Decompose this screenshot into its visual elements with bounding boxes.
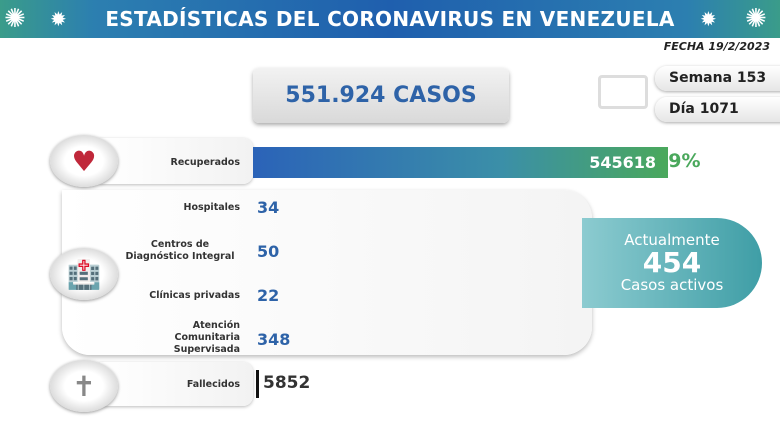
deaths-value: 5852 — [263, 373, 311, 393]
active-cases-bubble: Actualmente 454 Casos activos — [582, 218, 762, 308]
calendar-icon — [598, 75, 648, 109]
acs-label: Atención Comunitaria Supervisada — [173, 320, 240, 355]
virus-icon: ✹ — [700, 7, 717, 31]
deaths-label-box — [100, 362, 253, 406]
active-prefix: Actualmente — [624, 231, 720, 249]
header-banner — [0, 0, 780, 38]
deaths-bar — [256, 370, 259, 398]
active-suffix: Casos activos — [620, 276, 724, 294]
page-title: ESTADÍSTICAS DEL CORONAVIRUS EN VENEZUEL… — [105, 7, 675, 31]
virus-icon: ✺ — [4, 4, 26, 34]
deaths-label: Fallecidos — [186, 379, 240, 390]
acs-value: 348 — [257, 330, 291, 349]
cdi-value: 50 — [257, 242, 280, 261]
tombstone-icon: ✝ — [50, 360, 118, 412]
virus-icon: ✹ — [50, 7, 67, 31]
total-cases: 551.924 CASOS — [253, 68, 509, 123]
virus-icon: ✺ — [745, 4, 767, 34]
week-badge: Semana 153 — [655, 66, 780, 91]
hospitales-label: Hospitales — [183, 202, 241, 213]
heart-pulse-icon: ♥ — [50, 135, 118, 187]
active-value: 454 — [642, 246, 702, 279]
recovered-label-box — [100, 138, 253, 184]
cdi-label: Centros de Diagnóstico Integral — [125, 239, 235, 262]
recovered-bar: 545618 — [253, 147, 668, 178]
recovered-percent: 99% — [655, 150, 701, 172]
hospitales-value: 34 — [257, 198, 280, 217]
active-cases-panel — [62, 190, 592, 355]
date-label: FECHA 19/2/2023 — [663, 40, 770, 53]
clinicas-value: 22 — [257, 286, 280, 305]
hospital-icon: 🏥 — [50, 248, 118, 300]
day-badge: Día 1071 — [655, 97, 780, 122]
recovered-label: Recuperados — [170, 157, 240, 168]
clinicas-label: Clínicas privadas — [149, 290, 240, 301]
